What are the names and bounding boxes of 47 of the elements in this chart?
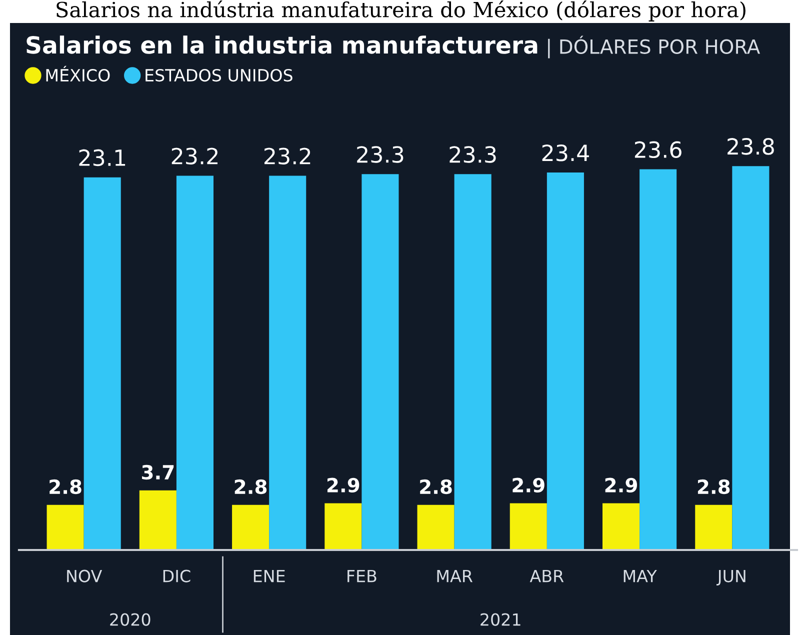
legend-label: MÉXICO bbox=[46, 66, 110, 82]
bar bbox=[417, 504, 454, 550]
data-label: 23.3 bbox=[450, 146, 496, 163]
text: 2020 bbox=[110, 613, 150, 626]
text: Salarios na indústria manufatureira do México (dólares por hora) bbox=[56, 0, 746, 22]
bar bbox=[46, 504, 84, 550]
chart-title: Salarios en la industria manufacturera bbox=[26, 36, 538, 54]
bar bbox=[362, 174, 399, 550]
x-tick-label: DIC bbox=[163, 570, 190, 582]
bar bbox=[602, 503, 640, 550]
data-label: 23.1 bbox=[79, 149, 126, 166]
bar bbox=[510, 503, 547, 550]
x-tick-label: ABR bbox=[530, 570, 564, 582]
bar bbox=[640, 169, 677, 550]
x-tick-label: NOV bbox=[67, 570, 102, 582]
bar bbox=[546, 172, 584, 550]
data-label: 23.3 bbox=[357, 146, 404, 163]
bar bbox=[454, 174, 492, 550]
chart-subtitle: | DÓLARES POR HORA bbox=[548, 36, 760, 58]
data-label: 2.8 bbox=[50, 479, 82, 494]
bar bbox=[732, 166, 770, 550]
bar bbox=[139, 490, 176, 550]
data-label: 2.8 bbox=[234, 479, 267, 494]
x-tick-label: MAR bbox=[437, 570, 473, 582]
data-label: 23.2 bbox=[172, 148, 218, 164]
data-label: 2.9 bbox=[327, 478, 360, 493]
data-label: 3.7 bbox=[142, 464, 174, 480]
data-label: 23.8 bbox=[728, 138, 774, 155]
x-tick-label: JUN bbox=[716, 570, 746, 586]
x-tick-label: FEB bbox=[348, 570, 376, 582]
bar bbox=[176, 176, 214, 550]
x-tick-label: MAY bbox=[624, 570, 657, 582]
data-label: 2.8 bbox=[420, 479, 452, 494]
data-label: 2.8 bbox=[698, 479, 730, 494]
data-label: 2.9 bbox=[512, 478, 544, 493]
x-tick-label: ENE bbox=[254, 570, 285, 582]
bar bbox=[324, 503, 362, 550]
bar bbox=[84, 177, 121, 550]
data-label: 23.4 bbox=[542, 144, 589, 162]
data-label: 2.9 bbox=[605, 478, 638, 493]
legend-label: ESTADOS UNIDOS bbox=[146, 68, 292, 82]
data-label: 23.2 bbox=[264, 148, 310, 164]
text: 2021 bbox=[480, 613, 520, 626]
bar bbox=[232, 504, 270, 550]
bar bbox=[269, 176, 306, 550]
data-label: 23.6 bbox=[634, 141, 682, 158]
bar bbox=[695, 504, 732, 550]
